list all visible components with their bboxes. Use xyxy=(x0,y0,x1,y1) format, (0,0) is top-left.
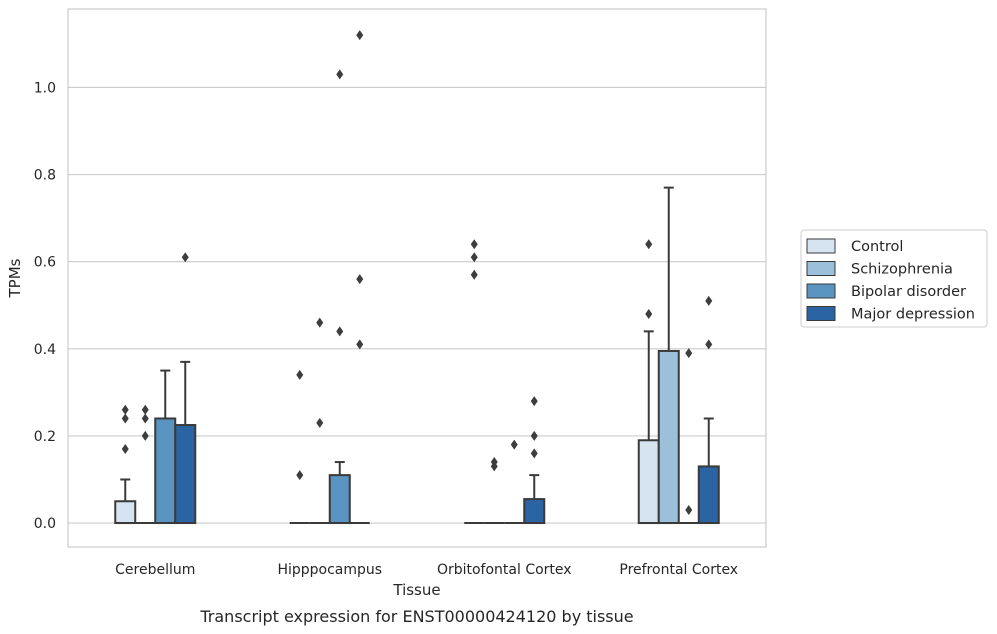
outlier-point xyxy=(316,417,324,428)
legend-swatch-bipolar-disorder xyxy=(806,283,836,299)
outlier-point xyxy=(490,457,498,468)
legend-swatch-schizophrenia xyxy=(806,261,836,276)
box-control xyxy=(114,404,137,525)
outlier-point xyxy=(356,339,364,350)
y-tick-label: 1.0 xyxy=(34,80,56,96)
outlier-point xyxy=(296,369,304,380)
y-tick-label: 0.8 xyxy=(34,168,56,184)
legend-swatch-major-depression xyxy=(806,306,836,321)
box-iqr xyxy=(114,500,137,525)
y-tick-label: 0.6 xyxy=(34,255,56,271)
outlier-point xyxy=(121,443,129,454)
legend-frame xyxy=(800,229,988,328)
outlier-point xyxy=(510,439,518,450)
plot-area-frame xyxy=(67,8,767,548)
box-schizophrenia xyxy=(135,404,156,525)
box-bipolar-disorder xyxy=(154,369,177,525)
legend-label-major-depression: Major depression xyxy=(851,307,975,323)
box-iqr xyxy=(328,474,351,525)
chart-caption: Transcript expression for ENST0000042412… xyxy=(199,607,633,626)
y-axis-ticks: 0.0 0.2 0.4 0.6 0.8 1.0 xyxy=(34,80,56,532)
x-tick-label: Prefrontal Cortex xyxy=(619,562,738,578)
box-iqr xyxy=(523,498,546,525)
box-bipolar-disorder xyxy=(678,348,699,525)
outlier-point xyxy=(121,413,129,424)
outlier-point xyxy=(121,404,129,415)
outlier-point xyxy=(141,430,149,441)
x-axis-label: Tissue xyxy=(392,581,440,599)
x-axis-ticks: Cerebellum Hipppocampus Orbitofontal Corte… xyxy=(115,562,738,578)
y-tick-label: 0.4 xyxy=(34,342,56,358)
outlier-point xyxy=(705,295,713,306)
legend-label-control: Control xyxy=(851,239,903,255)
outlier-point xyxy=(316,317,324,328)
outlier-point xyxy=(530,396,538,407)
box-iqr xyxy=(154,417,177,525)
box-bipolar-disorder xyxy=(328,69,351,525)
y-tick-label: 0.0 xyxy=(34,516,56,532)
outlier-point xyxy=(336,69,344,80)
outlier-point xyxy=(356,30,364,41)
boxes-layer xyxy=(114,30,720,525)
outlier-point xyxy=(685,504,693,515)
box-major-depression xyxy=(697,295,720,525)
box-control xyxy=(464,239,485,525)
box-control xyxy=(637,239,660,525)
outlier-point xyxy=(645,308,653,319)
outlier-point xyxy=(685,348,693,359)
outlier-point xyxy=(336,326,344,337)
outlier-point xyxy=(141,404,149,415)
box-schizophrenia xyxy=(484,457,505,525)
outlier-point xyxy=(356,274,364,285)
outlier-point xyxy=(705,339,713,350)
y-axis-label: TPMs xyxy=(6,258,24,298)
x-tick-label: Cerebellum xyxy=(115,562,195,578)
y-tick-label: 0.2 xyxy=(34,429,56,445)
outlier-point xyxy=(296,470,304,481)
x-tick-label: Orbitofontal Cortex xyxy=(437,562,572,578)
x-tick-label: Hipppocampus xyxy=(277,562,382,578)
box-iqr xyxy=(657,349,680,525)
legend-label-bipolar-disorder: Bipolar disorder xyxy=(851,284,966,300)
box-control xyxy=(289,369,310,525)
box-iqr xyxy=(637,439,660,525)
legend-swatch-control xyxy=(806,238,836,254)
outlier-point xyxy=(470,252,478,263)
box-iqr xyxy=(174,424,197,525)
box-schizophrenia xyxy=(657,186,680,525)
legend: Control Schizophrenia Bipolar disorder Majo… xyxy=(800,229,988,328)
outlier-point xyxy=(530,430,538,441)
outlier-point xyxy=(141,413,149,424)
outlier-point xyxy=(470,239,478,250)
box-major-depression xyxy=(349,30,370,525)
box-major-depression xyxy=(174,252,197,525)
legend-label-schizophrenia: Schizophrenia xyxy=(851,262,953,278)
outlier-point xyxy=(470,269,478,280)
box-iqr xyxy=(697,465,720,525)
box-schizophrenia xyxy=(309,317,330,525)
box-major-depression xyxy=(523,396,546,525)
outlier-point xyxy=(530,448,538,459)
box-bipolar-disorder xyxy=(504,439,525,525)
outlier-point xyxy=(181,252,189,263)
outlier-point xyxy=(645,239,653,250)
